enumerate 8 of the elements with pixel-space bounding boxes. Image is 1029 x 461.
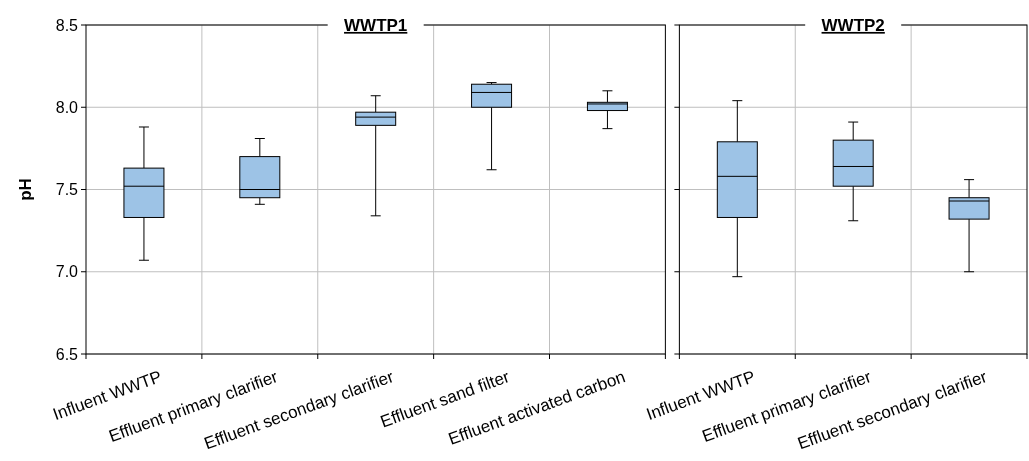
y-tick-label: 7.5 xyxy=(55,181,79,199)
y-axis-title: pH xyxy=(16,178,35,201)
y-tick-label: 8.0 xyxy=(55,98,79,116)
chart-title: WWTP2 xyxy=(821,15,885,35)
y-tick-label: 6.5 xyxy=(55,345,79,363)
chart-title: WWTP1 xyxy=(344,15,408,35)
y-tick-label: 8.5 xyxy=(55,16,79,34)
y-tick-label: 7.0 xyxy=(55,263,79,281)
